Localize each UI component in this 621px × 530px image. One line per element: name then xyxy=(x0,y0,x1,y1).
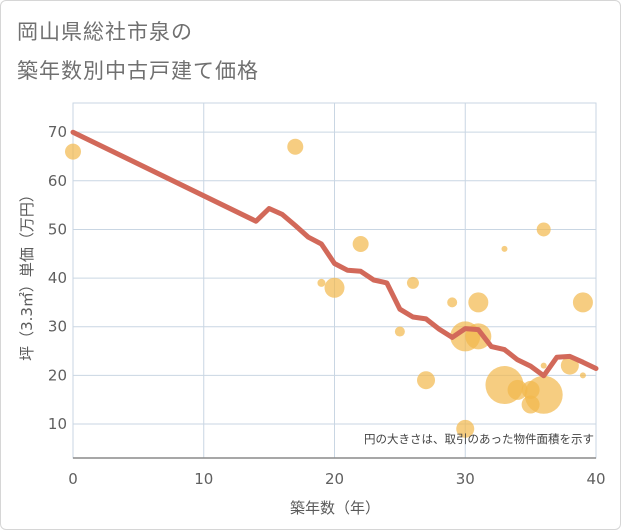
y-tick-label: 70 xyxy=(48,123,67,141)
chart-title-line1: 岡山県総社市泉の xyxy=(17,20,193,44)
axes: 0 10 20 30 40 10 20 30 40 50 60 70 xyxy=(48,123,606,488)
y-tick-label: 40 xyxy=(48,269,67,287)
bubble-layer xyxy=(65,138,593,438)
chart-title-line2: 築年数別中古戸建て価格 xyxy=(17,59,259,83)
data-bubble xyxy=(65,143,81,160)
average-price-line xyxy=(70,129,599,379)
size-note: 円の大きさは、取引のあった物件面積を示す xyxy=(364,432,594,446)
x-axis-label: 築年数（年） xyxy=(290,499,380,517)
x-tick-label: 10 xyxy=(194,470,213,488)
y-tick-label: 50 xyxy=(48,220,67,238)
y-tick-label: 20 xyxy=(48,366,67,384)
x-tick-label: 30 xyxy=(456,470,475,488)
data-bubble xyxy=(406,276,419,289)
line-layer xyxy=(70,129,599,379)
data-bubble xyxy=(394,326,405,337)
data-bubble xyxy=(287,138,304,155)
y-axis-label: 坪（3.3㎡）単価（万円） xyxy=(18,187,36,361)
x-tick-label: 0 xyxy=(68,470,78,488)
data-bubble xyxy=(456,419,475,438)
data-bubble xyxy=(317,278,326,287)
y-tick-label: 60 xyxy=(48,172,67,190)
data-bubble xyxy=(540,362,547,369)
data-bubble xyxy=(352,236,369,253)
x-tick-label: 20 xyxy=(325,470,344,488)
data-bubble xyxy=(447,297,458,308)
data-bubble xyxy=(417,371,436,390)
data-bubble xyxy=(501,245,508,252)
x-tick-label: 40 xyxy=(586,470,605,488)
data-bubble xyxy=(579,372,586,379)
y-tick-label: 10 xyxy=(48,415,67,433)
y-tick-label: 30 xyxy=(48,318,67,336)
grid xyxy=(72,102,597,459)
data-bubble xyxy=(536,222,551,237)
data-bubble xyxy=(507,379,528,400)
data-bubble xyxy=(524,375,563,414)
data-bubble xyxy=(324,277,345,298)
data-bubble xyxy=(572,292,593,313)
data-bubble xyxy=(468,292,489,313)
